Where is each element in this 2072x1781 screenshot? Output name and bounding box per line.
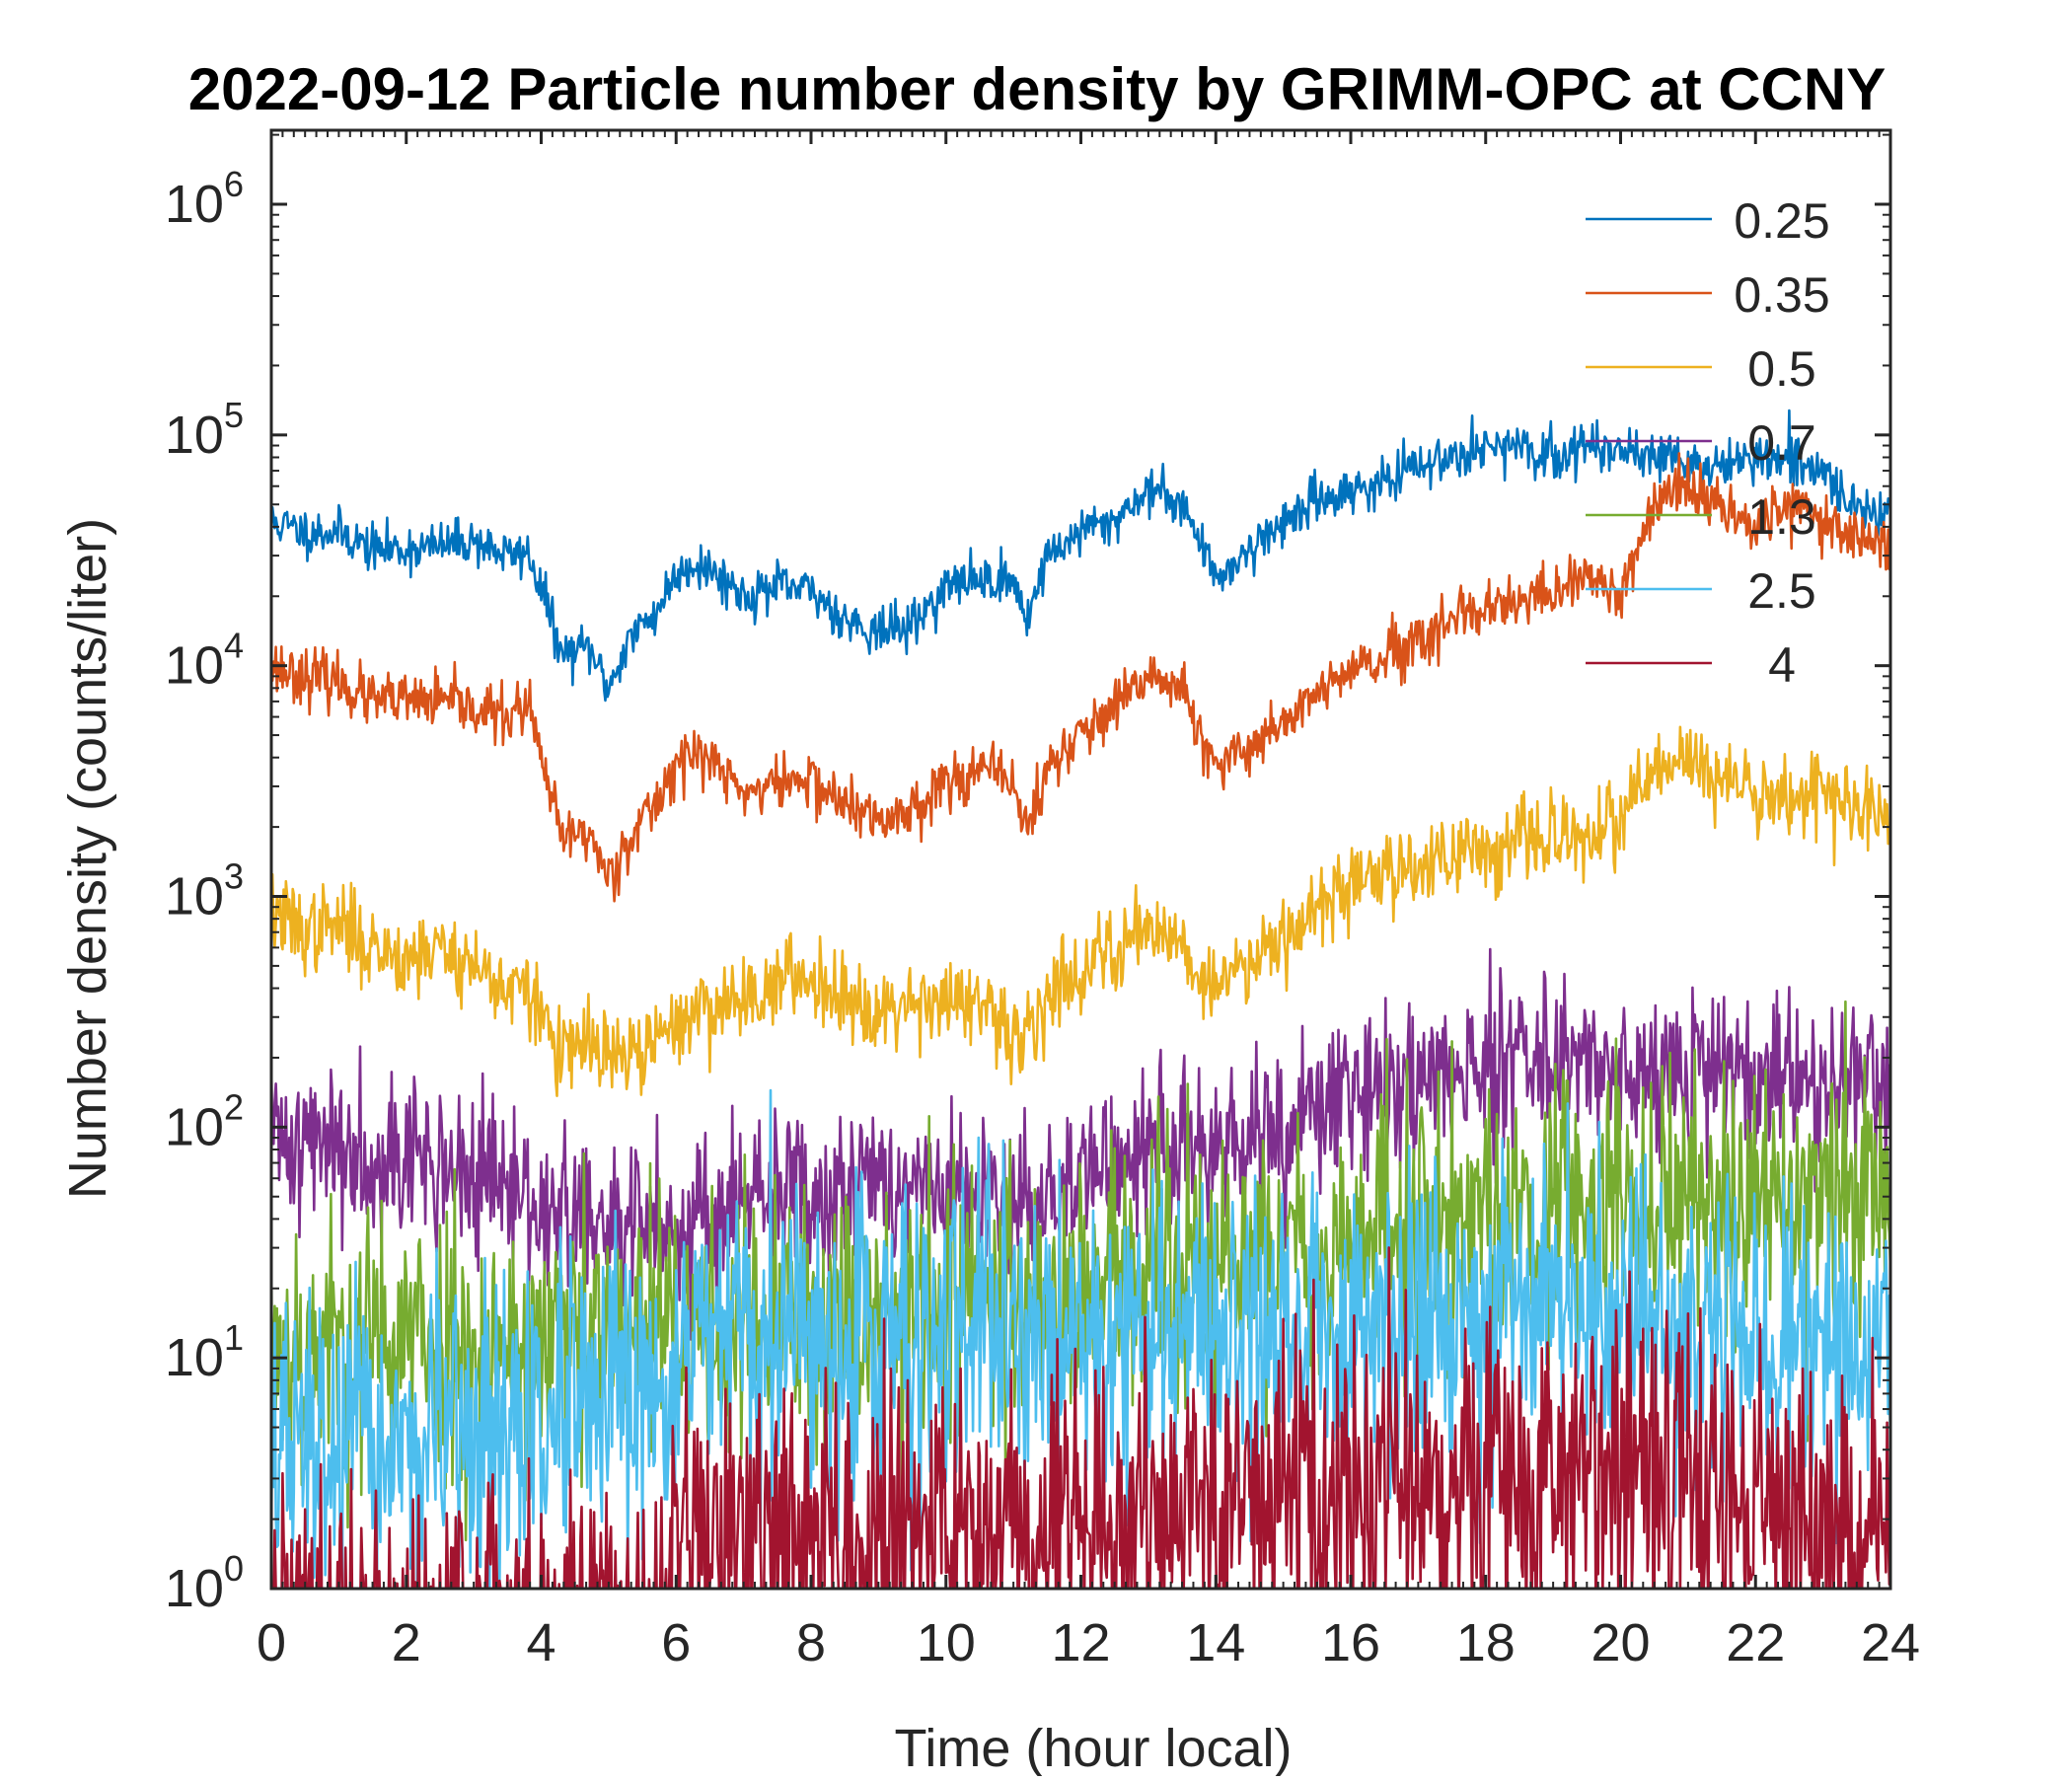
- x-tick-label: 12: [1051, 1613, 1110, 1672]
- legend-label: 1.3: [1747, 489, 1816, 545]
- y-tick-label: 101: [165, 1317, 244, 1387]
- x-tick-label: 14: [1186, 1613, 1245, 1672]
- x-tick-label: 0: [257, 1613, 286, 1672]
- legend-label: 0.5: [1747, 341, 1816, 397]
- legend-label: 0.7: [1747, 415, 1816, 471]
- y-tick-label: 104: [165, 626, 244, 696]
- x-tick-label: 22: [1726, 1613, 1785, 1672]
- y-tick-label: 103: [165, 856, 244, 927]
- legend-label: 0.35: [1734, 267, 1829, 323]
- x-tick-label: 10: [917, 1613, 976, 1672]
- x-axis-label: Time (hour local): [894, 1719, 1292, 1776]
- x-tick-label: 18: [1456, 1613, 1516, 1672]
- x-tick-label: 16: [1321, 1613, 1380, 1672]
- x-tick-label: 6: [661, 1613, 691, 1672]
- series-line-4: [272, 1246, 1890, 1589]
- chart-title: 2022-09-12 Particle number density by GR…: [188, 56, 1887, 122]
- x-tick-label: 24: [1861, 1613, 1920, 1672]
- y-tick-label: 105: [165, 395, 244, 465]
- x-tick-label: 4: [526, 1613, 555, 1672]
- legend-label: 4: [1768, 637, 1796, 693]
- y-axis-label: Number density (counts/liter): [58, 518, 117, 1199]
- legend-label: 2.5: [1747, 563, 1816, 619]
- y-tick-label: 100: [165, 1548, 244, 1618]
- series-line-0_25: [271, 408, 1890, 703]
- series-line-0_35: [271, 452, 1890, 903]
- y-tick-label: 106: [165, 164, 244, 234]
- axes-layer: 0 2 4 6 8 10 12 14 16 18 20 22 241001011021031041051…: [165, 130, 1920, 1672]
- series-line-0_5: [271, 725, 1890, 1097]
- legend-label: 0.25: [1734, 193, 1829, 249]
- x-tick-label: 8: [796, 1613, 826, 1672]
- legend: 0.25 0.35 0.5 0.7 1.3 2.5 4: [1586, 193, 1830, 693]
- y-tick-label: 102: [165, 1086, 244, 1156]
- x-tick-label: 20: [1591, 1613, 1650, 1672]
- x-tick-label: 2: [392, 1613, 421, 1672]
- series-layer: [271, 408, 1890, 1589]
